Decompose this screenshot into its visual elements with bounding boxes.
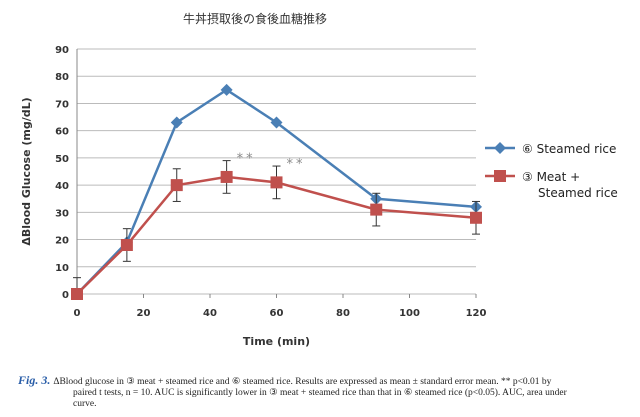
data-point [470,211,482,224]
y-tick-label: 20 [55,236,69,247]
x-tick-label: 100 [399,308,420,319]
y-tick-label: 50 [55,154,69,165]
y-tick-label: 10 [55,263,69,274]
caption-label: Fig. 3. [18,373,51,387]
chart: 牛丼摂取後の食後血糖推移 0 10 20 30 40 50 60 70 80 90 0 20 40 60 80… [20,11,618,348]
legend-label: ③ Meat + [522,170,580,184]
y-tick-label: 80 [55,72,69,83]
caption-line3: curve. [73,399,97,409]
data-point [170,179,183,192]
significance-marker: ** [237,152,256,167]
data-point [370,203,383,216]
legend-label: ⑥ Steamed rice [522,142,616,156]
data-point [220,83,233,96]
data-point [270,176,283,189]
y-tick-label: 60 [55,127,69,138]
x-tick-label: 120 [466,308,487,319]
caption-line2: paired t tests, n = 10. AUC is significa… [73,388,567,398]
data-point [120,239,133,251]
data-point [71,288,83,300]
y-tick-label: 70 [55,99,69,110]
y-tick-label: 30 [55,208,69,219]
x-tick-label: 20 [137,308,151,319]
y-tick-label: 40 [55,181,69,192]
data-point [270,116,283,129]
x-tick-label: 60 [270,308,284,319]
data-point [220,170,233,183]
legend-label: Steamed rice [538,186,618,200]
data-point [170,116,183,129]
significance-marker: ** [287,157,306,172]
y-axis-label: ΔBlood Glucose (mg/dL) [20,97,33,245]
y-tick-label: 0 [62,290,69,301]
chart-title: 牛丼摂取後の食後血糖推移 [183,11,327,26]
y-tick-label: 90 [55,45,69,56]
x-tick-label: 40 [203,308,217,319]
caption-line1: ΔBlood glucose in ③ meat + steamed rice … [53,377,552,387]
x-tick-label: 80 [336,308,350,319]
x-tick-label: 0 [74,308,81,319]
x-axis-label: Time (min) [243,335,310,348]
legend-marker [494,170,506,182]
legend-marker [494,142,506,154]
figure-caption: Fig. 3. ΔBlood glucose in ③ meat + steame… [18,373,618,410]
